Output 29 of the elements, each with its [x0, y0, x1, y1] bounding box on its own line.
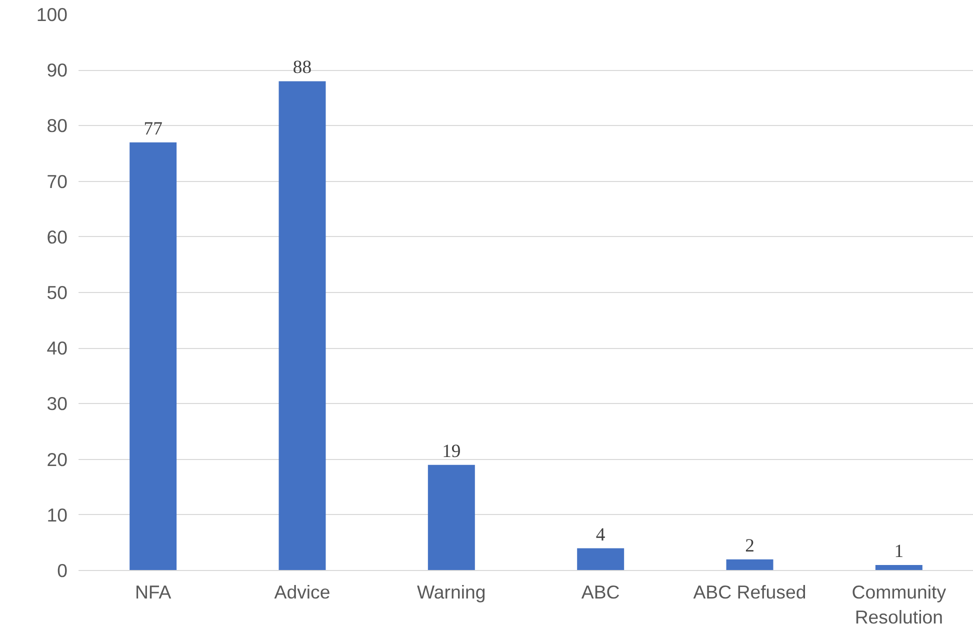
bar: [278, 81, 326, 570]
y-tick-label: 20: [46, 448, 68, 470]
y-tick-label: 50: [46, 282, 68, 303]
y-tick-label: 70: [46, 170, 68, 192]
data-label: 4: [596, 524, 606, 546]
bar: [875, 564, 922, 570]
x-tick-label: NFA: [134, 582, 172, 602]
bar: [428, 464, 475, 570]
x-tick-label: Advice: [274, 582, 330, 602]
bar: [130, 142, 177, 570]
y-tick-label: 100: [36, 4, 68, 25]
data-label: 2: [745, 535, 754, 556]
y-tick-label: 10: [46, 504, 68, 526]
bar: [577, 548, 624, 570]
data-label: 77: [144, 118, 162, 140]
bar: [726, 559, 774, 570]
x-tick-label: ABC: [581, 582, 620, 602]
x-tick-label: ABC Refused: [693, 582, 806, 602]
y-tick-label: 90: [46, 60, 68, 81]
y-tick-label: 0: [57, 560, 68, 581]
x-tick-label: Warning: [417, 582, 486, 602]
data-label: 1: [894, 540, 904, 562]
y-tick-label: 30: [46, 393, 68, 414]
x-tick-label: Community Resolution: [852, 582, 947, 628]
y-tick-label: 40: [46, 338, 68, 359]
y-tick-label: 80: [46, 115, 68, 136]
data-label: 19: [442, 440, 461, 462]
data-label: 88: [292, 57, 312, 78]
y-tick-label: 60: [46, 226, 68, 248]
